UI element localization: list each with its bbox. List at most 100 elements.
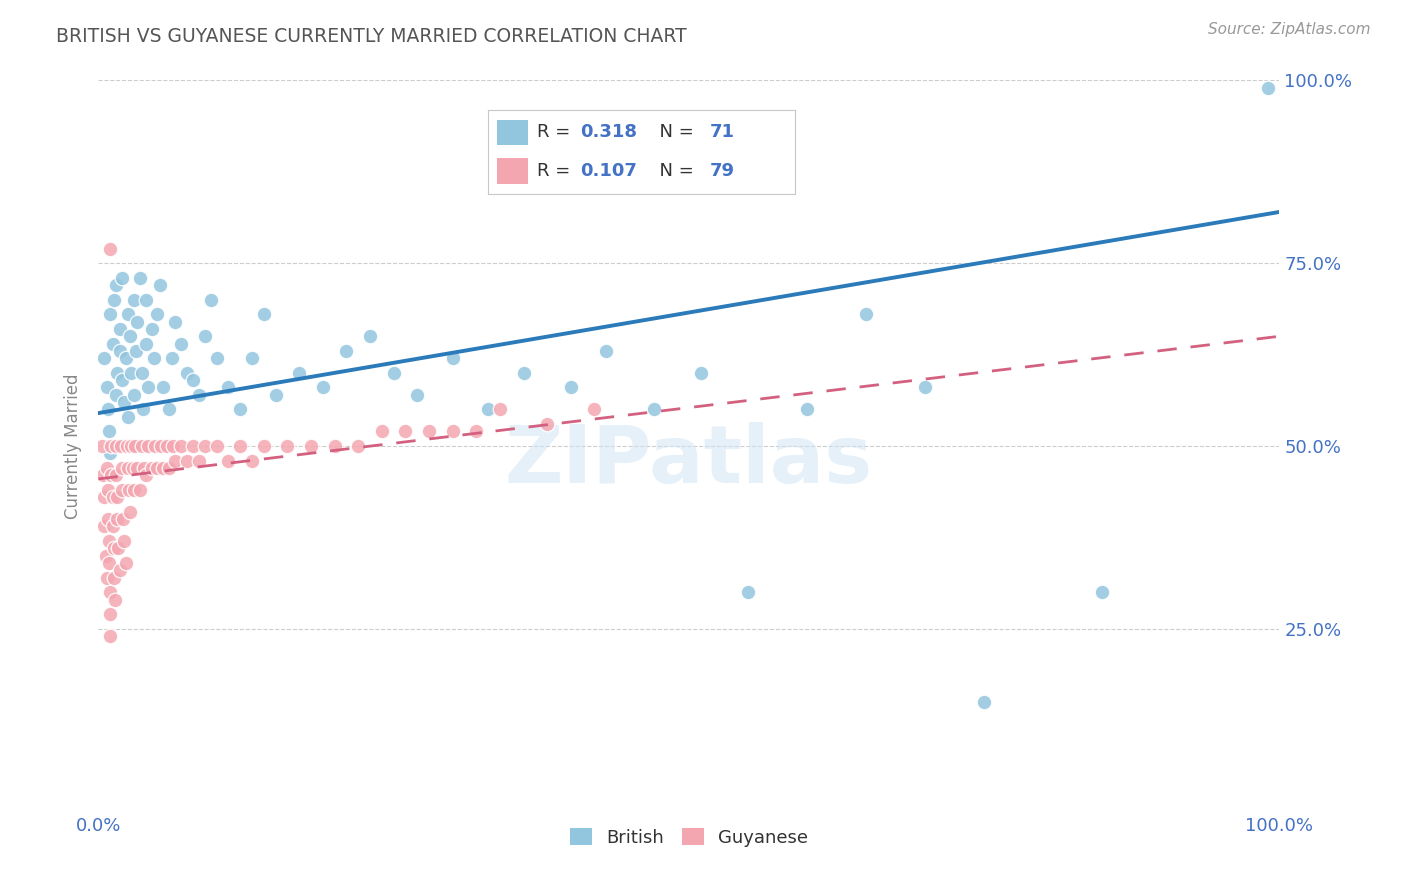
Point — [441, 425, 464, 439]
Point — [115, 439, 138, 453]
Point — [105, 366, 128, 380]
Point — [187, 388, 209, 402]
Point — [406, 388, 429, 402]
Point — [141, 461, 163, 475]
Point — [101, 336, 124, 351]
Text: ZIPatlas: ZIPatlas — [505, 422, 873, 500]
Point — [93, 351, 115, 366]
Point — [335, 343, 357, 358]
Point — [162, 439, 184, 453]
Point — [217, 453, 239, 467]
Point — [105, 278, 128, 293]
Point — [359, 329, 381, 343]
Point — [170, 439, 193, 453]
Point — [105, 439, 128, 453]
Point — [125, 343, 148, 358]
Point — [689, 366, 711, 380]
Point — [312, 380, 335, 394]
Point — [371, 425, 394, 439]
Point — [127, 315, 149, 329]
Point — [176, 366, 198, 380]
Point — [382, 366, 405, 380]
Point — [105, 490, 128, 504]
Point — [149, 278, 172, 293]
Point — [141, 322, 163, 336]
Point — [323, 439, 346, 453]
Point — [240, 351, 263, 366]
Point — [111, 373, 134, 387]
Point — [160, 351, 183, 366]
Point — [583, 402, 606, 417]
Point — [112, 534, 135, 549]
Point — [253, 307, 276, 321]
Point — [105, 468, 128, 483]
Point — [136, 439, 159, 453]
Point — [98, 242, 121, 256]
Point — [643, 402, 665, 417]
Point — [111, 270, 134, 285]
Point — [146, 461, 169, 475]
Point — [96, 571, 118, 585]
Point — [560, 380, 582, 394]
Point — [101, 490, 124, 504]
Point — [128, 270, 150, 285]
Point — [465, 425, 488, 439]
Point — [299, 439, 322, 453]
Point — [276, 439, 298, 453]
Point — [120, 505, 142, 519]
Point — [93, 519, 115, 533]
Point — [135, 293, 157, 307]
Point — [170, 336, 193, 351]
Point — [98, 556, 121, 570]
Point — [128, 483, 150, 497]
Point — [136, 380, 159, 394]
Point — [110, 439, 132, 453]
Point — [796, 402, 818, 417]
Point — [288, 366, 311, 380]
Point — [205, 439, 228, 453]
Point — [737, 585, 759, 599]
Point — [98, 307, 121, 321]
Point — [132, 402, 155, 417]
Point — [194, 439, 217, 453]
Point — [100, 439, 122, 453]
Point — [595, 343, 617, 358]
Point — [973, 695, 995, 709]
Point — [1257, 80, 1279, 95]
Point — [150, 439, 173, 453]
Point — [165, 453, 187, 467]
Point — [194, 329, 217, 343]
Point — [118, 483, 141, 497]
Point — [103, 293, 125, 307]
Point — [94, 549, 117, 563]
Point — [96, 461, 118, 475]
Point — [156, 439, 179, 453]
Point — [91, 439, 114, 453]
Point — [1091, 585, 1114, 599]
Point — [98, 425, 121, 439]
Point — [187, 453, 209, 467]
Point — [111, 461, 134, 475]
Point — [104, 592, 127, 607]
Point — [229, 402, 252, 417]
Point — [98, 585, 121, 599]
Point — [112, 395, 135, 409]
Point — [108, 563, 131, 577]
Y-axis label: Currently Married: Currently Married — [65, 373, 83, 519]
Point — [157, 461, 180, 475]
Point — [418, 425, 440, 439]
Point — [114, 351, 136, 366]
Text: Source: ZipAtlas.com: Source: ZipAtlas.com — [1208, 22, 1371, 37]
Point — [489, 402, 512, 417]
Point — [98, 607, 121, 622]
Point — [143, 439, 166, 453]
Text: BRITISH VS GUYANESE CURRENTLY MARRIED CORRELATION CHART: BRITISH VS GUYANESE CURRENTLY MARRIED CO… — [56, 27, 688, 45]
Point — [122, 388, 145, 402]
Point — [205, 351, 228, 366]
Point — [93, 490, 115, 504]
Point — [121, 366, 143, 380]
Point — [114, 556, 136, 570]
Point — [96, 380, 118, 394]
Point — [512, 366, 534, 380]
Point — [217, 380, 239, 394]
